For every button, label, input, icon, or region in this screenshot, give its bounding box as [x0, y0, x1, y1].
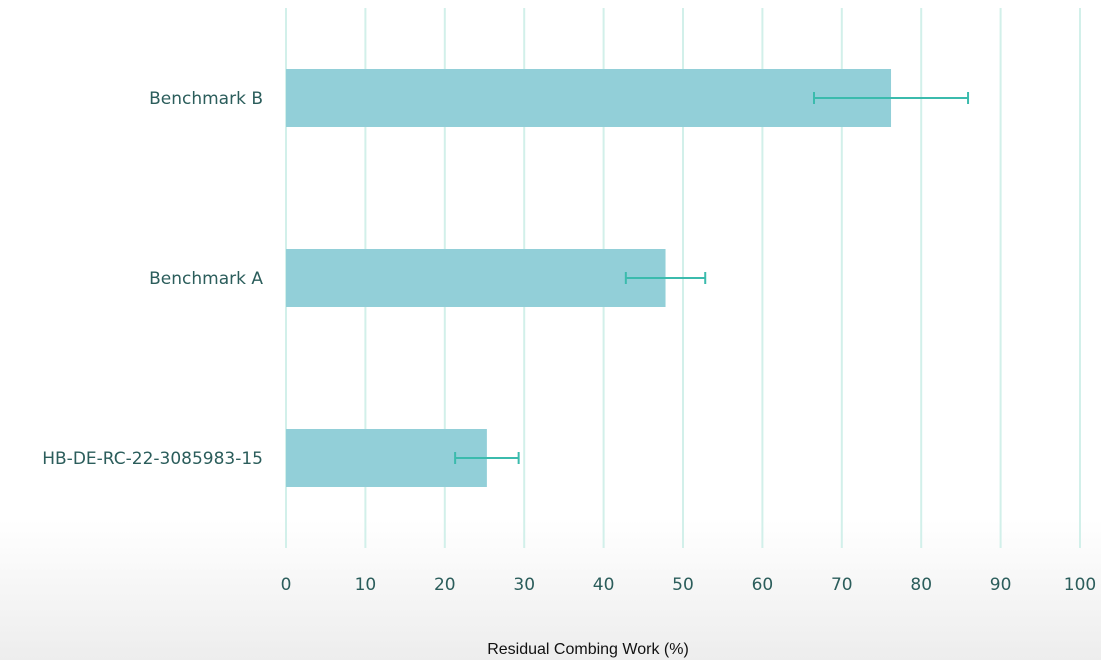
x-tick-label: 40 [593, 575, 615, 595]
category-label: HB-DE-RC-22-3085983-15 [42, 449, 263, 469]
category-label: Benchmark B [149, 89, 263, 109]
bar [286, 69, 891, 127]
x-tick-label: 50 [672, 575, 694, 595]
x-tick-label: 30 [513, 575, 535, 595]
category-label: Benchmark A [149, 269, 263, 289]
bars [286, 69, 891, 487]
x-tick-label: 60 [752, 575, 774, 595]
tick-labels: 0 10 20 30 40 50 60 70 80 90 100 [281, 575, 1097, 595]
x-tick-label: 100 [1064, 575, 1096, 595]
category-labels: HB-DE-RC-22-3085983-15 Benchmark A Benchma… [42, 89, 263, 469]
x-tick-label: 10 [355, 575, 377, 595]
x-tick-label: 80 [910, 575, 932, 595]
bar [286, 249, 666, 307]
x-tick-label: 70 [831, 575, 853, 595]
x-tick-label: 20 [434, 575, 456, 595]
x-axis-title: Residual Combing Work (%) [487, 641, 689, 658]
x-tick-label: 90 [990, 575, 1012, 595]
x-tick-label: 0 [281, 575, 292, 595]
